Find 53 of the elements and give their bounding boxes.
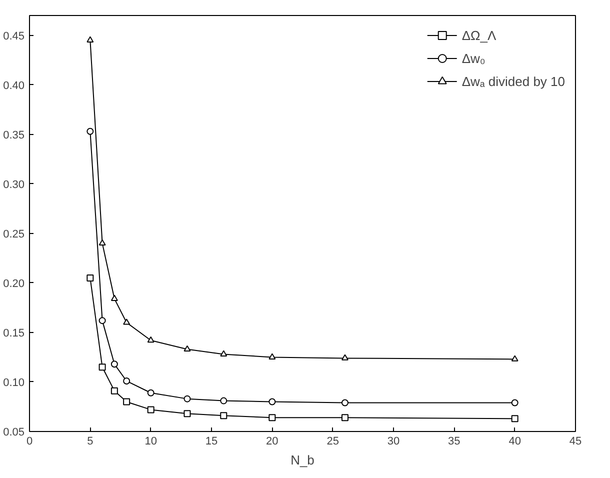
point: [511, 355, 518, 362]
x-tick-label: 15: [205, 436, 218, 448]
legend-label: ΔΩ_Λ: [462, 28, 496, 42]
point: [98, 364, 106, 371]
y-tick-label: 0.30: [3, 178, 25, 191]
point: [268, 398, 276, 406]
point: [147, 336, 154, 343]
point: [110, 294, 118, 302]
legend-label: Δw₀: [462, 50, 486, 66]
point: [123, 398, 130, 406]
point: [147, 389, 154, 396]
y-tick-label: 0.45: [3, 30, 25, 42]
x-tick-label: 40: [508, 436, 521, 448]
point: [220, 412, 228, 420]
point: [123, 377, 130, 384]
point: [341, 414, 348, 422]
point: [268, 414, 276, 422]
y-tick-label: 0.25: [3, 228, 25, 240]
point: [341, 354, 348, 360]
x-tick-label: 20: [266, 436, 278, 448]
x-tick-label: 25: [326, 436, 339, 448]
point: [184, 410, 191, 418]
y-tick-label: 0.15: [3, 327, 25, 340]
point: [147, 406, 154, 414]
y-tick-label: 0.05: [3, 426, 25, 438]
x-tick-label: 0: [26, 436, 33, 448]
point: [220, 397, 228, 404]
x-tick-label: 30: [387, 436, 400, 448]
y-tick-label: 0.40: [3, 80, 25, 92]
legend-label: Δwₐ divided by 10: [462, 74, 565, 88]
point: [184, 345, 191, 352]
point: [341, 399, 348, 406]
point: [110, 387, 118, 394]
point: [123, 318, 130, 325]
point: [86, 36, 94, 42]
x-axis-title: N_b: [290, 452, 314, 468]
y-tick-label: 0.35: [3, 129, 25, 142]
point: [268, 353, 276, 360]
y-tick-label: 0.10: [3, 376, 25, 389]
point: [98, 239, 106, 246]
x-tick-label: 35: [448, 436, 460, 448]
point: [184, 395, 191, 402]
point: [511, 399, 518, 406]
point: [98, 317, 106, 324]
y-tick-label: 0.20: [3, 278, 25, 290]
x-tick-label: 5: [87, 436, 94, 448]
x-tick-label: 10: [144, 436, 157, 448]
point: [511, 415, 518, 422]
point: [86, 274, 94, 282]
x-tick-label: 45: [569, 436, 582, 448]
point: [220, 350, 228, 356]
point: [110, 360, 118, 368]
point: [86, 128, 94, 135]
